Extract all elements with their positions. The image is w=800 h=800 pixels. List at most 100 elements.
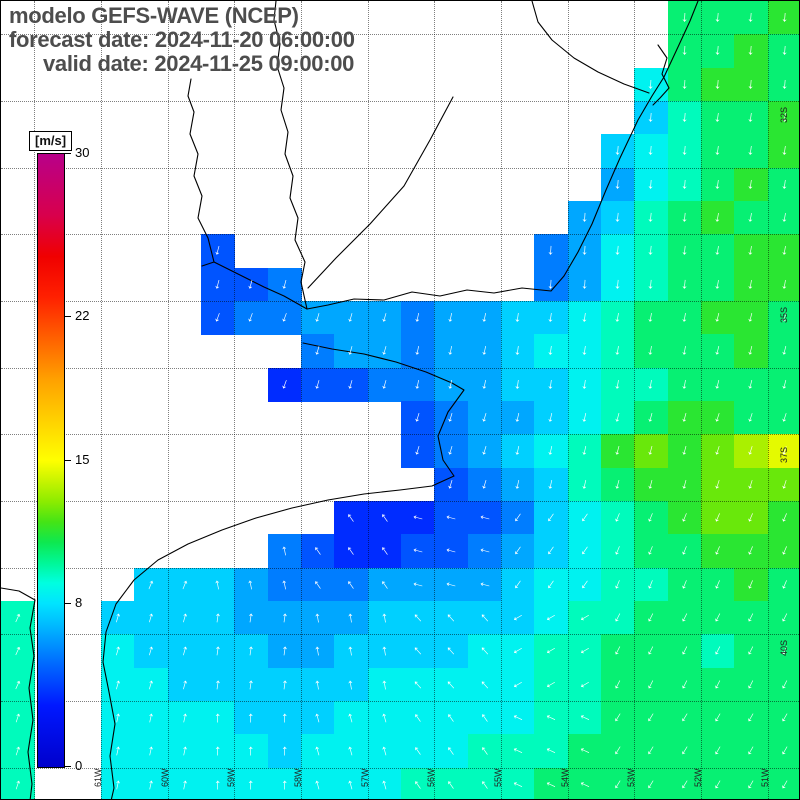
wind-speed-cell (467, 701, 502, 735)
wind-speed-cell (734, 34, 769, 69)
wind-speed-cell (234, 601, 269, 635)
wind-speed-cell (434, 401, 469, 435)
wind-speed-cell (701, 167, 735, 202)
wind-speed-cell (267, 734, 302, 769)
wind-speed-cell (567, 501, 602, 535)
wind-speed-cell (667, 1, 702, 35)
wind-speed-cell (167, 734, 202, 769)
wind-speed-cell (301, 301, 335, 335)
wind-speed-cell (201, 701, 235, 735)
wind-speed-cell (601, 567, 635, 602)
wind-speed-cell (134, 567, 169, 602)
wind-speed-cell (234, 734, 269, 769)
wind-speed-cell (667, 434, 702, 469)
wind-speed-cell (267, 667, 302, 702)
wind-speed-cell (201, 734, 235, 769)
wind-speed-cell (267, 267, 302, 302)
wind-speed-cell (467, 334, 502, 369)
wind-speed-cell (367, 767, 402, 799)
wind-speed-cell (534, 301, 569, 335)
wind-speed-cell (234, 267, 269, 302)
wind-speed-cell (434, 634, 469, 669)
wind-speed-cell (301, 767, 335, 799)
wind-speed-cell (767, 534, 799, 569)
wind-speed-cell (367, 701, 402, 735)
wind-speed-cell (401, 567, 435, 602)
wind-speed-cell (667, 267, 702, 302)
wind-speed-cell (567, 667, 602, 702)
wind-speed-cell (401, 501, 435, 535)
wind-speed-cell (634, 267, 669, 302)
wind-speed-cell (334, 667, 369, 702)
wind-speed-cell (734, 534, 769, 569)
wind-speed-cell (601, 767, 635, 799)
wind-speed-cell (567, 434, 602, 469)
wind-speed-cell (701, 234, 735, 269)
wind-speed-cell (634, 634, 669, 669)
wind-speed-cell (767, 567, 799, 602)
wind-speed-cell (667, 701, 702, 735)
wind-speed-cell (667, 234, 702, 269)
wind-speed-cell (701, 301, 735, 335)
wind-speed-cell (234, 767, 269, 799)
wind-speed-cell (634, 434, 669, 469)
wind-speed-cell (501, 634, 535, 669)
colorbar-gradient (38, 154, 64, 767)
wind-speed-cell (434, 601, 469, 635)
wind-speed-cell (501, 767, 535, 799)
wind-speed-cell (667, 167, 702, 202)
wind-speed-cell (401, 767, 435, 799)
wind-speed-cell (334, 301, 369, 335)
wind-speed-cell (101, 601, 135, 635)
wind-speed-cell (567, 567, 602, 602)
wind-speed-cell (134, 734, 169, 769)
wind-speed-cell (701, 201, 735, 235)
wind-speed-cell (567, 534, 602, 569)
wind-speed-cell (567, 701, 602, 735)
wind-speed-cell (234, 701, 269, 735)
wind-speed-cell (701, 334, 735, 369)
wind-speed-cell (734, 234, 769, 269)
wind-speed-cell (501, 667, 535, 702)
wind-speed-cell (567, 601, 602, 635)
wind-speed-cell (334, 601, 369, 635)
wind-speed-cell (701, 34, 735, 69)
wind-speed-cell (767, 367, 799, 402)
wind-speed-cell (601, 667, 635, 702)
wind-speed-cell (367, 601, 402, 635)
wind-speed-cell (734, 301, 769, 335)
wind-speed-cell (401, 634, 435, 669)
wind-speed-cell (601, 334, 635, 369)
wind-speed-cell (501, 701, 535, 735)
wind-speed-cell (334, 567, 369, 602)
wind-speed-cell (567, 734, 602, 769)
wind-speed-cell (667, 301, 702, 335)
wind-speed-cell (101, 701, 135, 735)
wind-speed-cell (534, 334, 569, 369)
wind-speed-cell (201, 267, 235, 302)
wind-speed-cell (734, 134, 769, 169)
wind-speed-cell (267, 601, 302, 635)
wind-speed-cell (767, 201, 799, 235)
wind-speed-cell (267, 767, 302, 799)
wind-speed-cell (667, 334, 702, 369)
wind-speed-cell (767, 167, 799, 202)
wind-speed-cell (501, 734, 535, 769)
wind-speed-cell (634, 734, 669, 769)
wind-speed-cell (534, 467, 569, 502)
wind-speed-cell (434, 734, 469, 769)
wind-speed-cell (234, 301, 269, 335)
wind-speed-cell (634, 667, 669, 702)
wind-speed-cell (667, 534, 702, 569)
wind-speed-cell (734, 201, 769, 235)
wind-speed-cell (701, 734, 735, 769)
wind-speed-cell (601, 601, 635, 635)
wind-speed-cell (601, 534, 635, 569)
wind-speed-cell (501, 467, 535, 502)
wind-speed-cell (401, 701, 435, 735)
wind-speed-cell (101, 634, 135, 669)
wind-speed-cell (634, 334, 669, 369)
wind-speed-cell (101, 767, 135, 799)
wind-speed-cell (434, 701, 469, 735)
